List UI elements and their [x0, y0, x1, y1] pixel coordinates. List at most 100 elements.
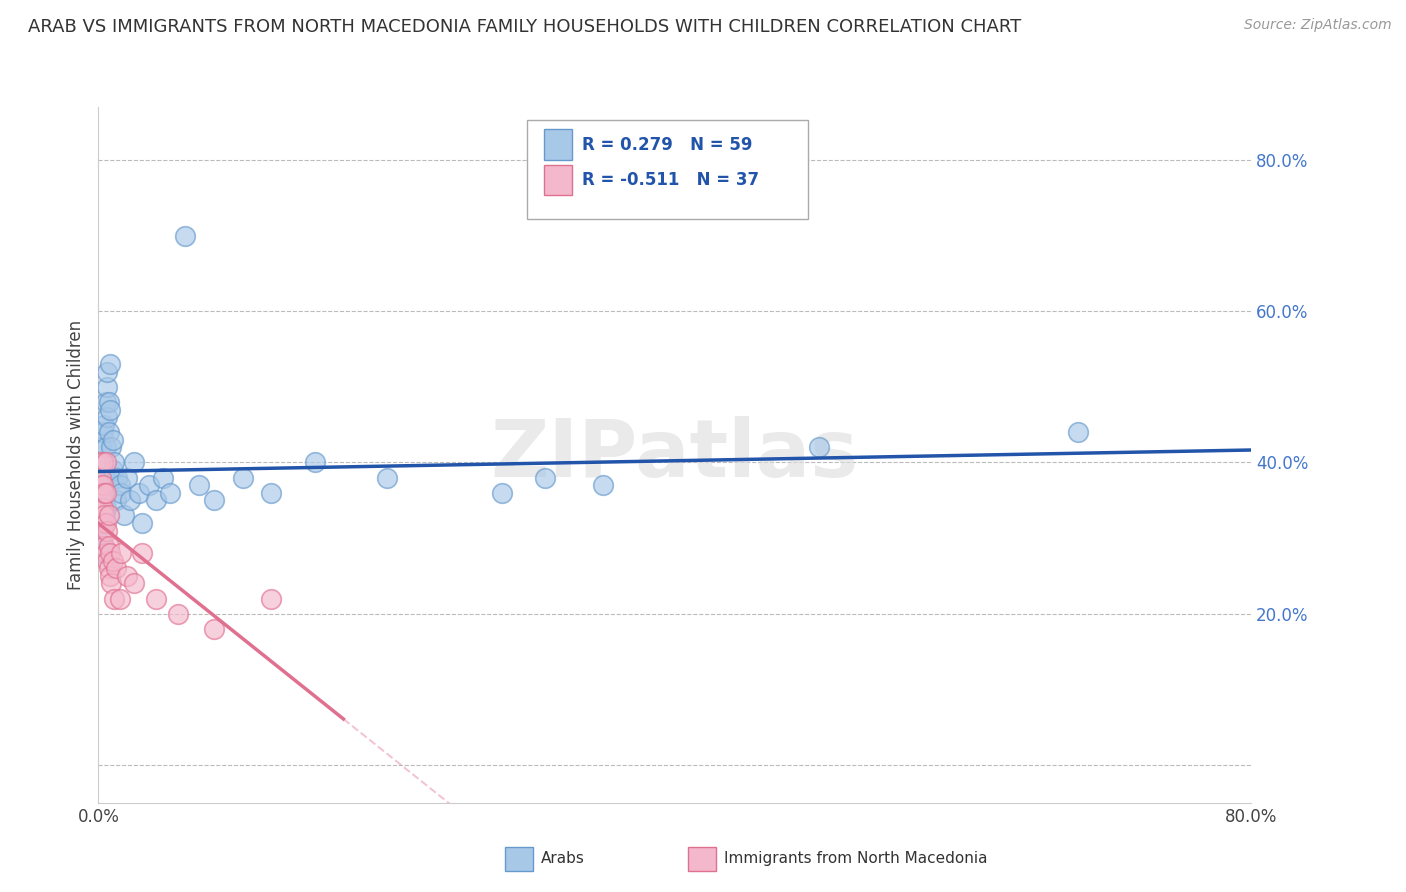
Point: [97, 395, 120, 409]
Point: [112, 508, 135, 523]
Point: [91, 425, 114, 440]
Point: [110, 546, 132, 560]
Point: [89, 500, 111, 515]
Point: [89, 516, 111, 530]
Point: [304, 455, 326, 469]
Text: ZIPatlas: ZIPatlas: [491, 416, 859, 494]
Point: [97, 425, 120, 440]
Point: [100, 441, 122, 455]
Point: [90, 516, 112, 530]
Point: [91, 478, 114, 492]
Point: [131, 516, 153, 530]
Point: [98, 402, 121, 417]
Point: [96, 524, 118, 538]
Text: R = 0.279   N = 59: R = 0.279 N = 59: [582, 136, 752, 153]
Point: [101, 554, 124, 568]
Point: [96, 410, 118, 425]
Point: [188, 478, 211, 492]
Point: [231, 470, 254, 484]
Point: [90, 485, 112, 500]
Point: [260, 485, 283, 500]
Point: [96, 365, 118, 379]
Point: [93, 470, 115, 484]
Point: [90, 493, 112, 508]
Point: [120, 493, 142, 508]
Point: [89, 478, 111, 492]
Point: [166, 607, 188, 621]
Point: [93, 516, 115, 530]
Point: [104, 493, 127, 508]
Point: [94, 470, 117, 484]
Point: [89, 531, 111, 545]
Point: [90, 470, 112, 484]
Point: [103, 591, 125, 606]
Point: [91, 524, 114, 538]
Point: [91, 539, 114, 553]
Point: [110, 485, 132, 500]
Point: [89, 455, 111, 469]
Point: [202, 622, 225, 636]
Point: [100, 576, 122, 591]
Point: [145, 591, 167, 606]
Y-axis label: Family Households with Children: Family Households with Children: [66, 320, 84, 590]
Point: [131, 546, 153, 560]
Point: [108, 478, 131, 492]
Point: [93, 485, 115, 500]
Point: [105, 470, 128, 484]
Point: [138, 478, 160, 492]
Point: [94, 546, 117, 560]
Point: [94, 455, 117, 469]
Point: [101, 463, 124, 477]
Text: ARAB VS IMMIGRANTS FROM NORTH MACEDONIA FAMILY HOUSEHOLDS WITH CHILDREN CORRELAT: ARAB VS IMMIGRANTS FROM NORTH MACEDONIA …: [28, 18, 1021, 36]
Point: [97, 561, 120, 575]
Point: [159, 485, 181, 500]
Point: [91, 455, 114, 469]
Point: [94, 516, 117, 530]
Point: [98, 546, 121, 560]
Point: [592, 478, 614, 492]
Point: [96, 380, 118, 394]
Point: [90, 441, 112, 455]
Point: [534, 470, 557, 484]
Point: [94, 441, 117, 455]
Point: [98, 357, 121, 371]
Point: [90, 470, 112, 484]
Point: [89, 500, 111, 515]
Point: [117, 569, 138, 583]
Point: [91, 500, 114, 515]
Point: [117, 470, 138, 484]
Point: [93, 485, 115, 500]
Point: [97, 508, 120, 523]
Point: [97, 539, 120, 553]
Text: Arabs: Arabs: [541, 851, 585, 865]
Point: [94, 395, 117, 409]
Point: [90, 524, 112, 538]
Point: [174, 228, 197, 243]
Point: [124, 455, 146, 469]
Point: [103, 455, 125, 469]
Text: R = -0.511   N = 37: R = -0.511 N = 37: [582, 171, 759, 189]
Point: [152, 470, 174, 484]
Point: [491, 485, 513, 500]
Point: [101, 433, 124, 447]
Point: [375, 470, 398, 484]
Point: [90, 493, 112, 508]
Point: [1067, 425, 1090, 440]
Point: [104, 561, 127, 575]
Point: [128, 485, 150, 500]
Point: [89, 546, 111, 560]
Point: [96, 554, 118, 568]
Point: [93, 539, 115, 553]
Point: [94, 485, 117, 500]
Text: Source: ZipAtlas.com: Source: ZipAtlas.com: [1244, 18, 1392, 32]
Point: [98, 569, 121, 583]
Point: [91, 455, 114, 469]
Point: [91, 485, 114, 500]
Point: [202, 493, 225, 508]
Point: [93, 417, 115, 432]
Point: [91, 508, 114, 523]
Point: [145, 493, 167, 508]
Point: [260, 591, 283, 606]
Point: [124, 576, 146, 591]
Point: [807, 441, 830, 455]
